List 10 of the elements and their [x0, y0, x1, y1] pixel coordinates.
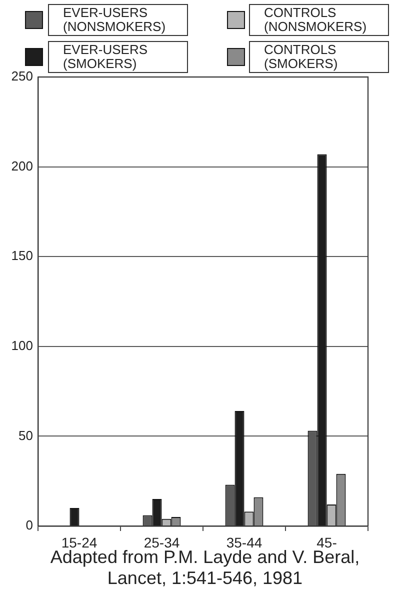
- legend-label: CONTROLS (NONSMOKERS): [249, 4, 389, 36]
- legend-label: EVER-USERS (SMOKERS): [48, 41, 188, 73]
- legend-label: EVER-USERS (NONSMOKERS): [48, 4, 188, 36]
- y-tick-label: 250: [11, 68, 33, 84]
- y-tick-label: 0: [26, 518, 33, 533]
- y-tick-label: 150: [11, 248, 33, 264]
- legend-label: CONTROLS (SMOKERS): [249, 41, 389, 73]
- y-tick-label: 200: [11, 158, 33, 174]
- y-tick-label: 100: [11, 338, 33, 353]
- y-tick-label: 50: [18, 428, 33, 443]
